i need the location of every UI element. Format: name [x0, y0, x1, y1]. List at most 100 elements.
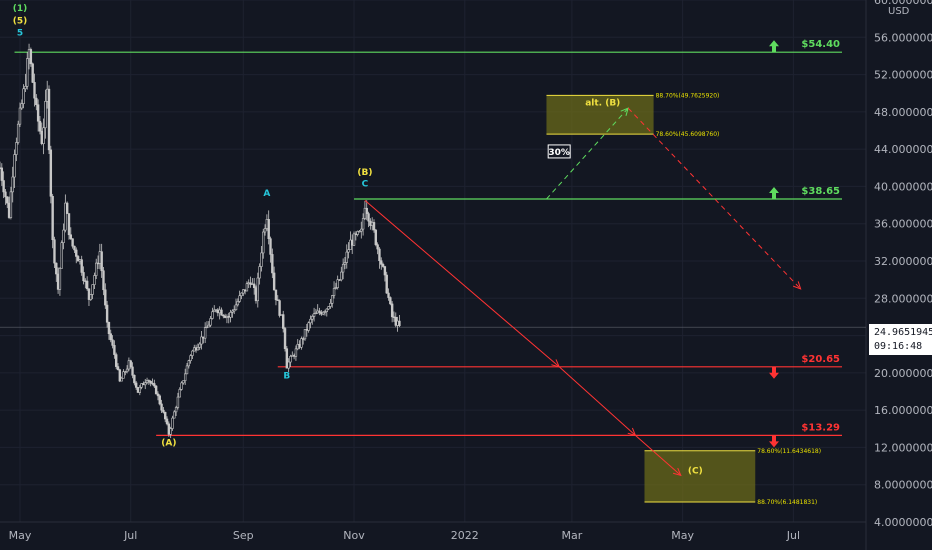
candle-body	[89, 294, 92, 300]
candle-body	[149, 380, 152, 384]
y-tick-label: 56.0000000	[874, 31, 932, 44]
wave-label: alt. (B)	[585, 98, 620, 108]
candle-body	[165, 418, 169, 425]
candle-body	[271, 254, 274, 274]
candle-body	[374, 229, 378, 245]
candle-body	[134, 382, 138, 388]
candle-series	[0, 43, 401, 439]
current-price: 24.9651945	[874, 327, 932, 338]
candle-body	[189, 355, 192, 361]
candle-body	[164, 411, 167, 420]
candle-body	[385, 274, 388, 294]
candle-body	[160, 403, 163, 411]
chart-grid	[0, 0, 867, 550]
candle-body	[198, 343, 201, 348]
y-tick-label: 32.0000000	[874, 255, 932, 268]
candle-body	[65, 202, 69, 214]
candle-body	[278, 300, 281, 316]
candle-body	[85, 280, 89, 290]
probability-badge-text: 30%	[548, 148, 570, 158]
candle-body	[311, 316, 314, 320]
arrow-down-icon	[769, 435, 779, 448]
time-axis[interactable]: May Jul Sep Nov 2022 Mar May Jul	[9, 529, 800, 542]
candle-body	[318, 310, 321, 313]
arrow-up-icon	[769, 40, 779, 53]
candle-body	[285, 348, 289, 369]
candle-body	[200, 336, 203, 345]
candle-body	[104, 289, 107, 306]
candle-body	[309, 318, 312, 324]
y-tick-label: 52.0000000	[874, 69, 932, 82]
candle-body	[71, 238, 74, 247]
candle-body	[378, 248, 381, 261]
x-tick-label: May	[9, 529, 32, 542]
candle-body	[347, 249, 350, 253]
candle-body	[67, 213, 71, 236]
y-tick-label: 44.0000000	[874, 143, 932, 156]
candle-body	[376, 244, 379, 250]
candle-body	[182, 380, 185, 384]
candle-body	[111, 339, 114, 346]
candle-body	[203, 327, 207, 339]
candle-body	[336, 279, 339, 288]
level-label: $20.65	[801, 354, 840, 365]
y-tick-label: 36.0000000	[874, 218, 932, 231]
candle-body	[36, 104, 40, 122]
candle-body	[332, 288, 336, 296]
projection-line	[546, 107, 629, 200]
candle-body	[249, 282, 252, 285]
arrow-down-icon	[769, 366, 779, 379]
candle-body	[18, 107, 22, 125]
candle-body	[191, 350, 194, 356]
y-tick-label: 8.0000000	[874, 479, 932, 492]
level-label: $54.40	[801, 39, 840, 50]
candle-body	[53, 239, 56, 264]
candle-body	[276, 299, 279, 301]
candle-body	[9, 191, 13, 218]
candle-body	[294, 348, 298, 357]
candle-body	[31, 63, 34, 83]
candle-body	[256, 277, 260, 302]
candle-body	[64, 202, 67, 231]
projection-line	[635, 435, 682, 476]
candle-body	[205, 326, 209, 329]
candle-body	[358, 230, 361, 233]
candle-body	[144, 382, 147, 386]
candle-body	[133, 374, 136, 384]
candle-body	[209, 318, 212, 326]
y-tick-label: 60.0000000	[874, 0, 932, 7]
y-tick-label: 4.0000000	[874, 516, 932, 529]
candle-body	[345, 251, 348, 263]
candle-body	[381, 264, 385, 267]
candle-body	[11, 176, 14, 193]
candle-body	[300, 338, 303, 348]
candle-body	[35, 97, 38, 106]
candle-body	[180, 382, 183, 390]
probability-badge	[547, 144, 571, 159]
candle-body	[327, 306, 330, 310]
candle-body	[233, 309, 236, 312]
candle-body	[16, 123, 20, 143]
candle-body	[245, 283, 249, 292]
candle-body	[185, 365, 189, 375]
wave-label: 5	[17, 28, 23, 38]
candle-body	[334, 287, 338, 289]
candle-body	[69, 234, 73, 239]
candle-body	[154, 385, 158, 395]
candle-body	[62, 229, 65, 243]
candle-body	[207, 324, 210, 328]
candle-body	[24, 85, 27, 90]
candle-body	[100, 251, 103, 272]
candle-body	[380, 260, 383, 265]
candle-body	[118, 369, 122, 382]
candle-body	[173, 411, 176, 419]
fib-zone-top-label: 88.70%(49.7625920)	[656, 92, 720, 99]
candle-body	[0, 167, 4, 181]
candle-body	[360, 228, 363, 232]
candle-body	[122, 371, 125, 379]
level-label: $13.29	[801, 422, 840, 433]
price-axis[interactable]: 4.0000000 8.0000000 12.0000000 16.0000000 20…	[874, 0, 932, 529]
candle-body	[258, 266, 261, 279]
wave-label: C	[362, 179, 369, 189]
